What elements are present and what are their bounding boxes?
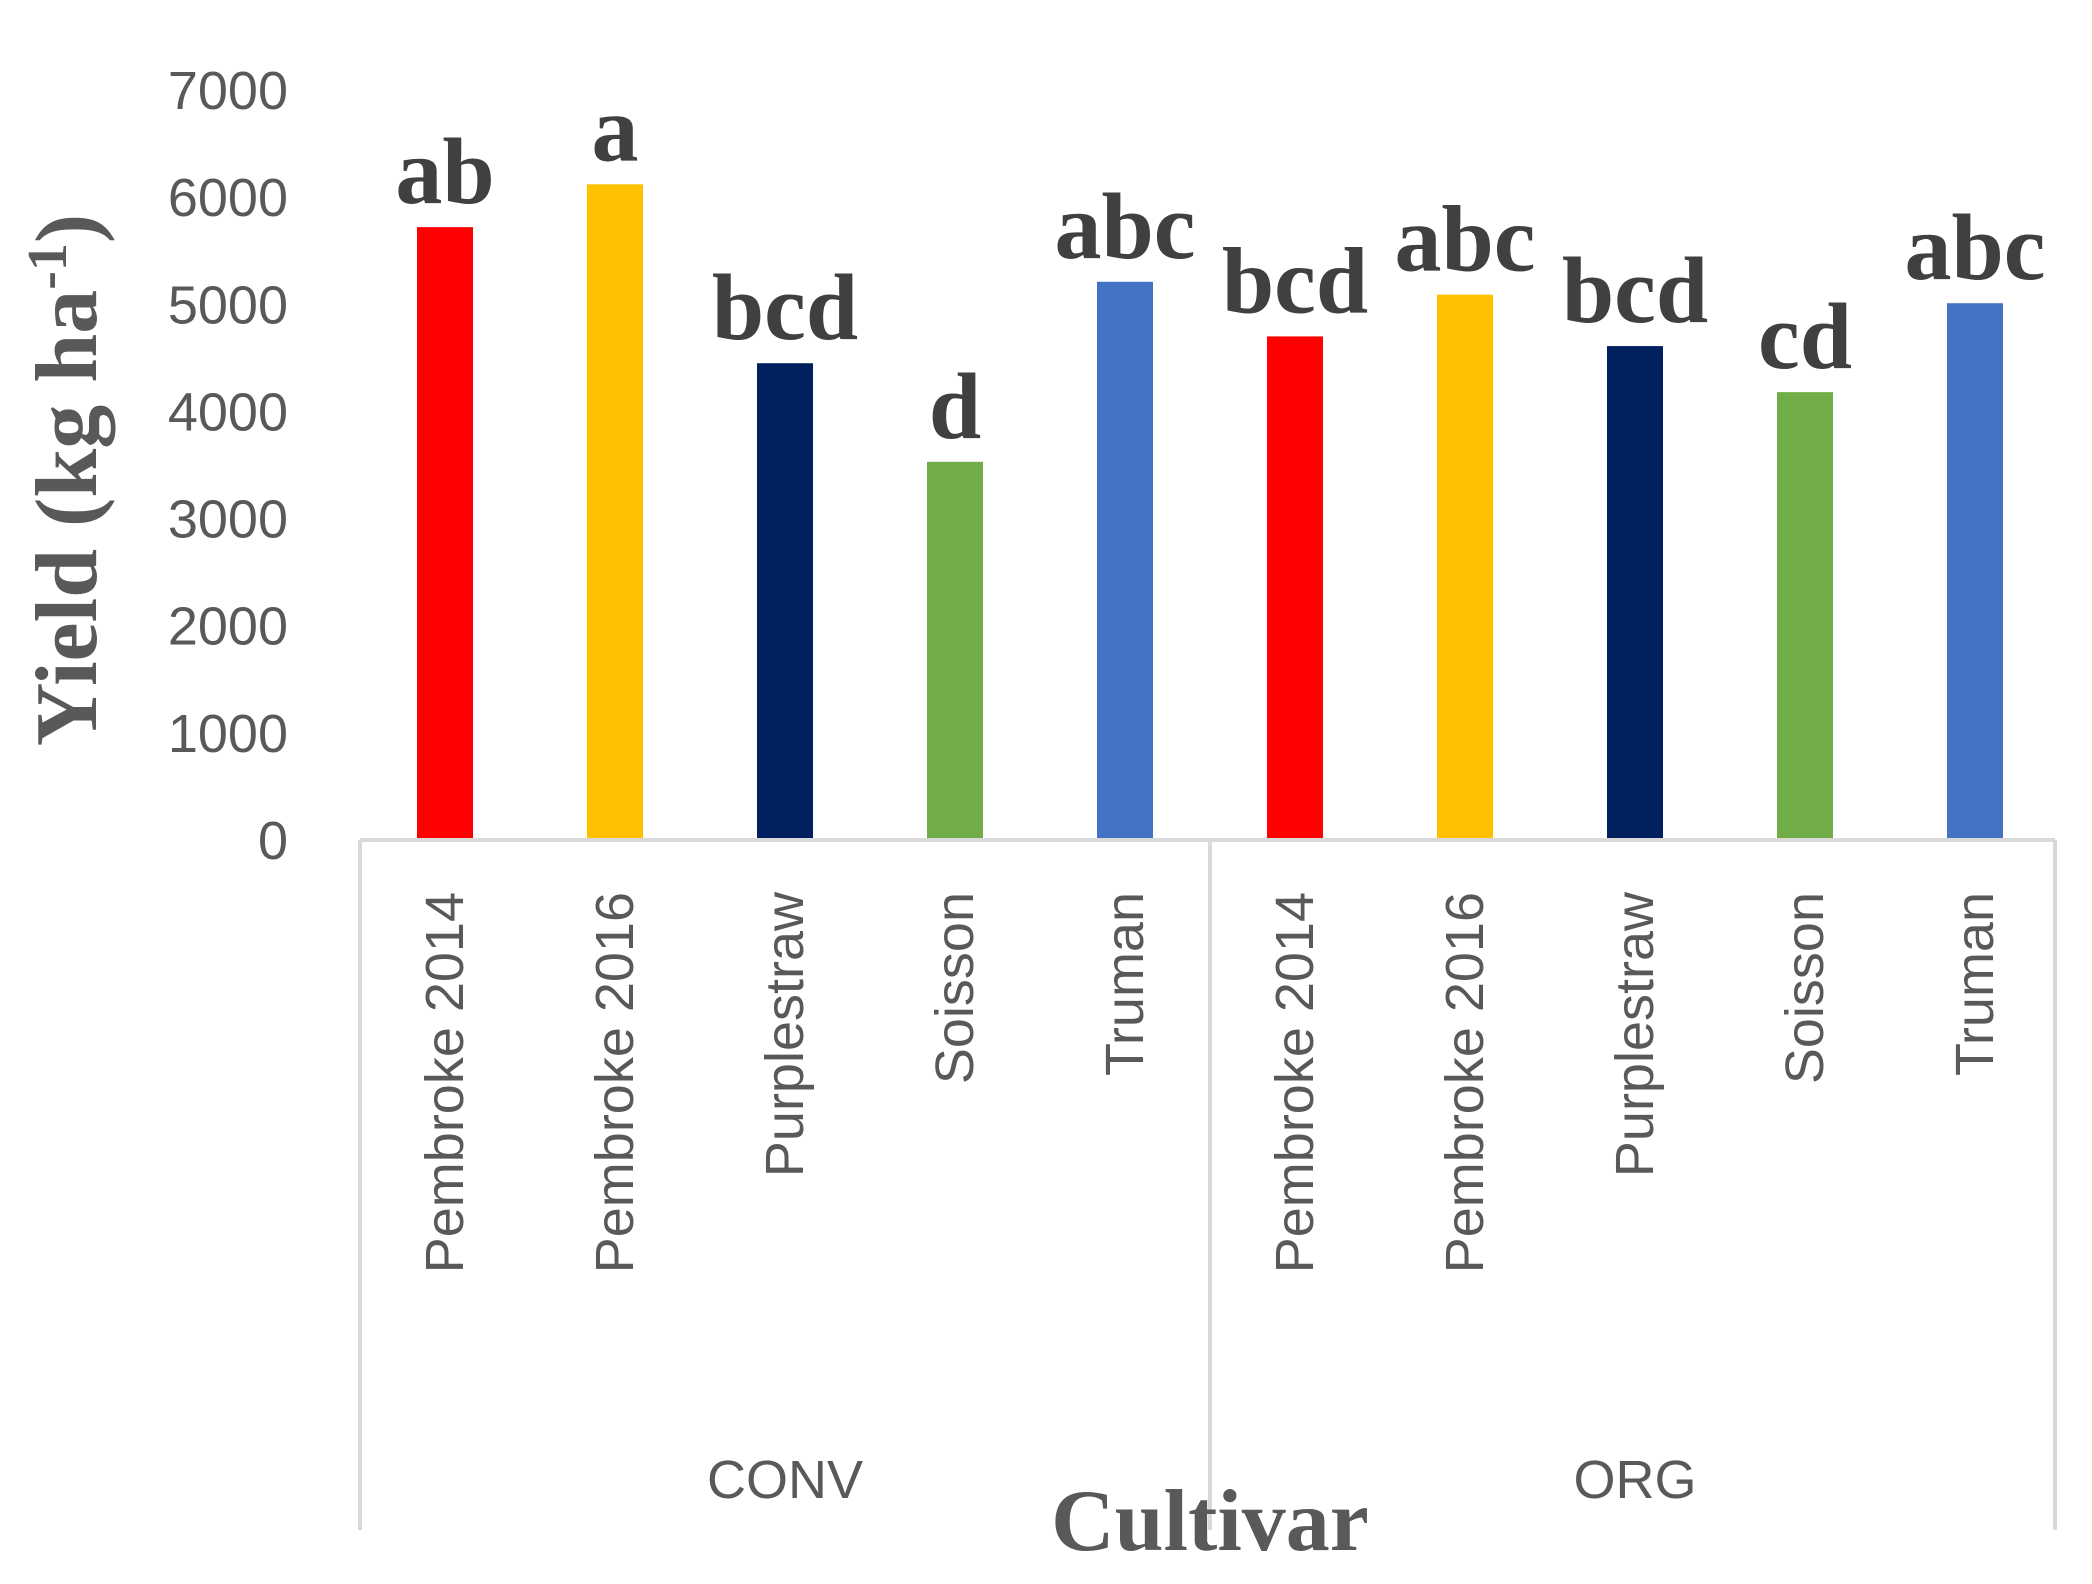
bar bbox=[1947, 303, 2003, 840]
significance-letter: d bbox=[929, 355, 981, 459]
category-label: Soisson bbox=[925, 892, 985, 1084]
category-label: Purplestraw bbox=[1605, 891, 1665, 1177]
bars bbox=[417, 184, 2003, 841]
category-label: Truman bbox=[1945, 892, 2005, 1076]
category-label: Pembroke 2016 bbox=[1435, 892, 1495, 1273]
y-tick-label: 1000 bbox=[168, 704, 288, 764]
y-tick-label: 3000 bbox=[168, 490, 288, 550]
group-label: CONV bbox=[707, 1450, 863, 1510]
category-label: Truman bbox=[1095, 892, 1155, 1076]
y-tick-label: 2000 bbox=[168, 597, 288, 657]
significance-letter: bcd bbox=[712, 256, 858, 360]
y-tick-label: 6000 bbox=[168, 168, 288, 228]
significance-letter: abc bbox=[1905, 196, 2046, 300]
y-axis-ticks: 0 1000 2000 3000 4000 5000 6000 7000 bbox=[168, 61, 288, 871]
x-axis bbox=[358, 838, 2057, 1530]
significance-letter: bcd bbox=[1222, 229, 1368, 333]
significance-letter: ab bbox=[395, 120, 494, 224]
category-label: Purplestraw bbox=[755, 891, 815, 1177]
category-label: Pembroke 2014 bbox=[1265, 892, 1325, 1273]
significance-letter: abc bbox=[1055, 175, 1196, 279]
group-labels: CONV ORG bbox=[707, 1450, 1697, 1510]
category-label: Soisson bbox=[1775, 892, 1835, 1084]
bar bbox=[927, 461, 983, 840]
bar bbox=[1437, 294, 1493, 841]
significance-letter: bcd bbox=[1562, 239, 1708, 343]
y-tick-label: 4000 bbox=[168, 382, 288, 442]
y-tick-label: 5000 bbox=[168, 275, 288, 335]
bar bbox=[417, 227, 473, 841]
significance-letter: cd bbox=[1758, 285, 1852, 389]
category-labels: Pembroke 2014 Pembroke 2016 Purplestraw Soi… bbox=[415, 891, 2005, 1273]
y-tick-label: 0 bbox=[258, 811, 288, 871]
bar bbox=[587, 184, 643, 841]
group-label: ORG bbox=[1573, 1450, 1696, 1510]
bar bbox=[1097, 281, 1153, 840]
y-axis-title: Yield (kg ha-1) bbox=[17, 214, 116, 746]
bar bbox=[1267, 336, 1323, 840]
significance-letter: abc bbox=[1395, 188, 1536, 292]
category-label: Pembroke 2014 bbox=[415, 892, 475, 1273]
bar bbox=[1777, 392, 1833, 840]
category-label: Pembroke 2016 bbox=[585, 892, 645, 1273]
y-tick-label: 7000 bbox=[168, 61, 288, 121]
bar bbox=[1607, 346, 1663, 840]
bar bbox=[757, 363, 813, 840]
x-axis-title: Cultivar bbox=[1051, 1473, 1369, 1570]
significance-letter: a bbox=[592, 77, 639, 181]
